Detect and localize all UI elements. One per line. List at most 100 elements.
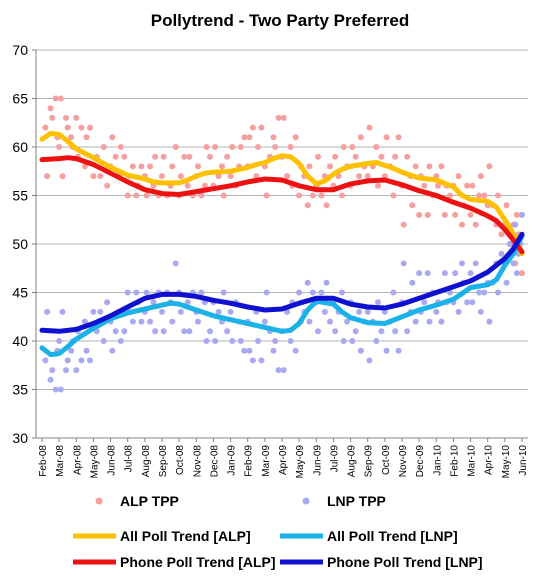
data-point	[64, 357, 71, 364]
x-tick-label: Mar-09	[261, 445, 272, 477]
data-point	[83, 347, 90, 354]
data-point	[272, 338, 279, 344]
data-point	[364, 308, 371, 315]
data-point	[57, 95, 64, 102]
x-tick-label: Jul-08	[124, 445, 135, 473]
data-point	[327, 163, 333, 170]
data-point	[186, 153, 193, 160]
data-point	[270, 347, 277, 354]
y-tick-label: 65	[12, 91, 28, 107]
data-point	[519, 270, 525, 277]
data-point	[44, 308, 51, 315]
data-point	[340, 338, 347, 344]
data-point	[395, 134, 402, 141]
legend-item: LNP TPP	[302, 493, 386, 509]
data-point	[90, 173, 97, 180]
data-point	[455, 308, 462, 315]
x-tick-label: Apr-09	[278, 445, 289, 475]
data-point	[133, 289, 140, 296]
data-point	[416, 270, 423, 277]
data-point	[246, 347, 253, 354]
data-point	[224, 328, 231, 335]
x-tick-label: Feb-09	[244, 445, 255, 477]
x-tick-label: Mar-10	[467, 445, 478, 477]
legend-label: LNP TPP	[327, 493, 386, 509]
data-point	[378, 328, 385, 335]
data-point	[400, 260, 407, 267]
trend-line	[39, 233, 525, 358]
data-point	[349, 144, 356, 150]
legend-label: Phone Poll Trend [LNP]	[327, 554, 483, 570]
data-point	[56, 338, 63, 344]
data-point	[464, 299, 471, 306]
data-point	[47, 105, 54, 112]
data-point	[112, 328, 119, 335]
data-point	[296, 192, 303, 199]
data-point	[352, 153, 359, 160]
data-point	[177, 173, 184, 180]
data-point	[87, 357, 93, 364]
data-point	[47, 376, 54, 383]
data-point	[59, 308, 66, 315]
data-point	[416, 211, 423, 218]
x-tick-label: May-09	[295, 445, 306, 479]
data-point	[147, 163, 153, 170]
data-point	[481, 289, 488, 296]
x-tick-label: Apr-08	[72, 445, 83, 475]
data-point	[143, 289, 150, 296]
data-point	[421, 299, 428, 306]
data-point	[476, 289, 483, 296]
legend-label: All Poll Trend [LNP]	[327, 528, 458, 544]
data-point	[220, 192, 227, 199]
y-tick-label: 50	[12, 236, 28, 252]
y-tick-label: 55	[12, 188, 28, 204]
data-point	[383, 134, 390, 141]
data-point	[124, 289, 131, 296]
data-point	[424, 211, 431, 218]
data-point	[97, 308, 104, 315]
data-point	[292, 347, 299, 354]
data-point	[237, 338, 244, 344]
x-tick-label: Sep-08	[158, 445, 169, 478]
data-point	[109, 134, 116, 141]
data-point	[441, 270, 448, 277]
legend-item: Phone Poll Trend [LNP]	[280, 554, 483, 570]
data-point	[253, 173, 260, 180]
data-point	[63, 367, 69, 374]
data-point	[447, 192, 453, 199]
data-point	[375, 299, 381, 306]
data-point	[109, 347, 116, 354]
x-tick-label: Feb-10	[449, 445, 460, 477]
data-point	[469, 182, 476, 189]
data-point	[172, 144, 179, 150]
data-point	[357, 134, 364, 141]
data-point	[121, 153, 128, 160]
data-point	[327, 318, 333, 325]
data-point	[138, 318, 145, 325]
x-tick-label: May-08	[89, 445, 100, 479]
data-point	[339, 192, 345, 199]
data-point	[395, 347, 402, 354]
legend-label: ALP TPP	[120, 493, 179, 509]
data-point	[513, 211, 520, 218]
data-point	[280, 114, 287, 121]
data-point	[469, 299, 476, 306]
data-point	[81, 318, 88, 325]
data-point	[435, 182, 441, 189]
data-point	[383, 347, 390, 354]
legend-item: All Poll Trend [ALP]	[73, 528, 251, 544]
x-tick-label: Jun-09	[312, 445, 323, 476]
data-point	[56, 144, 63, 150]
x-tick-label: Apr-10	[484, 445, 495, 475]
x-tick-label: Nov-08	[192, 445, 203, 478]
data-point	[83, 134, 90, 141]
data-point	[424, 270, 431, 277]
data-point	[412, 163, 419, 170]
data-point	[332, 153, 339, 160]
data-point	[177, 308, 184, 315]
data-point	[404, 328, 411, 335]
data-point	[318, 289, 325, 296]
data-point	[467, 211, 474, 218]
x-tick-label: Oct-09	[381, 445, 392, 475]
data-point	[438, 163, 445, 170]
